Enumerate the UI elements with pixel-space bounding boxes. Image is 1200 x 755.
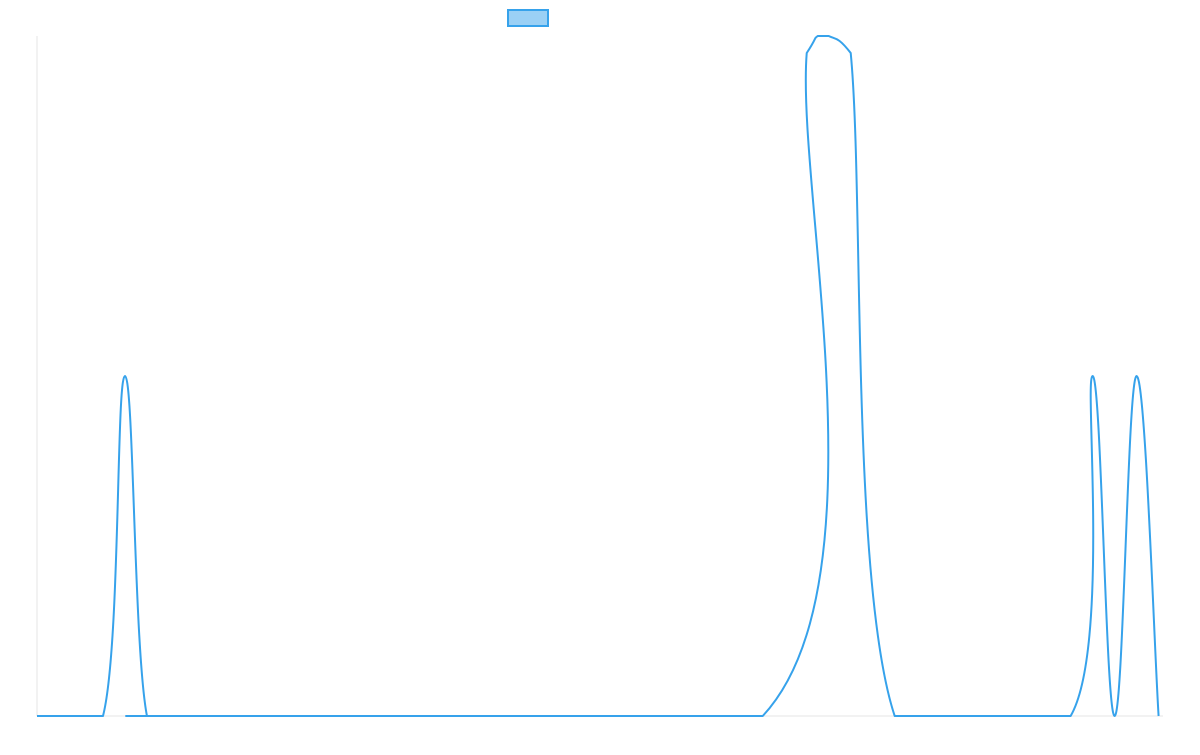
series-group (34, 33, 1162, 719)
data-point[interactable] (1068, 713, 1074, 719)
data-point[interactable] (100, 713, 106, 719)
data-point[interactable] (1134, 373, 1140, 379)
data-point[interactable] (826, 33, 832, 39)
data-point[interactable] (1090, 373, 1096, 379)
axes (36, 36, 1163, 717)
data-point[interactable] (760, 713, 766, 719)
data-point[interactable] (804, 50, 810, 56)
data-point[interactable] (122, 373, 128, 379)
data-point[interactable] (188, 713, 194, 719)
data-point[interactable] (144, 713, 150, 719)
data-point[interactable] (1112, 713, 1118, 719)
legend-swatch[interactable] (507, 9, 549, 27)
series-line (37, 35, 1160, 718)
data-point[interactable] (848, 50, 854, 56)
data-point[interactable] (815, 33, 821, 39)
data-point[interactable] (1156, 713, 1162, 719)
legend[interactable] (507, 9, 549, 27)
data-point[interactable] (892, 713, 898, 719)
data-point[interactable] (34, 713, 40, 719)
